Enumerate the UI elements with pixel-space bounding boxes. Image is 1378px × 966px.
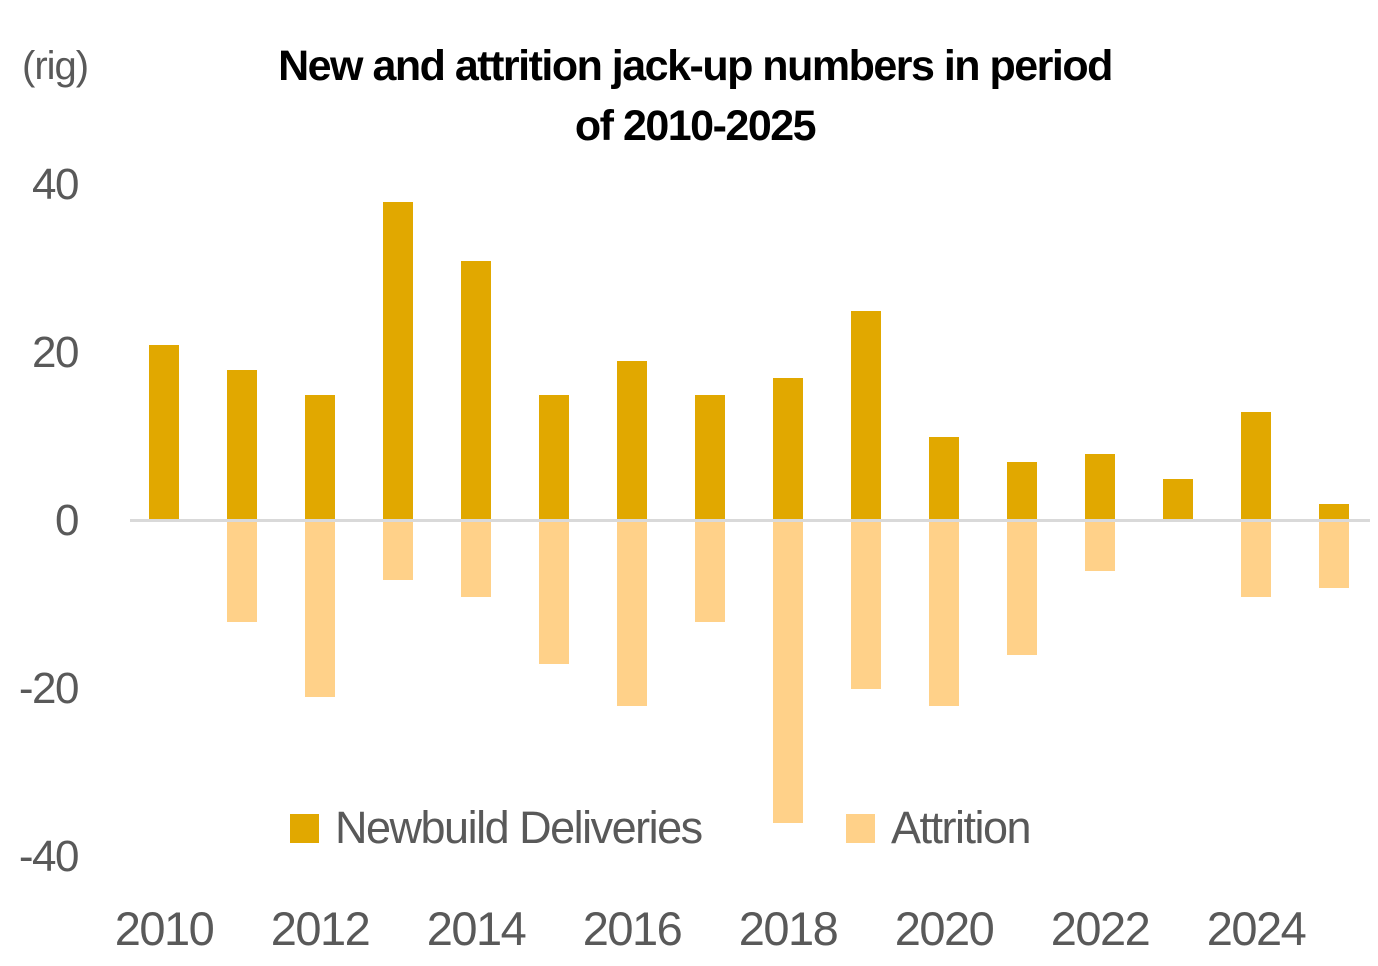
bar-attrition-2022 bbox=[1085, 521, 1115, 572]
bar-newbuild-2016 bbox=[617, 361, 647, 521]
bar-newbuild-2012 bbox=[305, 395, 335, 521]
bar-newbuild-2018 bbox=[773, 378, 803, 521]
bar-attrition-2019 bbox=[851, 521, 881, 689]
x-axis-tick-label-2016: 2016 bbox=[582, 902, 683, 955]
bar-attrition-2024 bbox=[1241, 521, 1271, 597]
bar-newbuild-2025 bbox=[1319, 504, 1349, 521]
bar-attrition-2013 bbox=[383, 521, 413, 580]
bar-newbuild-2013 bbox=[383, 201, 413, 521]
chart-title: New and attrition jack-up numbers in per… bbox=[140, 36, 1250, 156]
y-axis-tick-label--40: -40 bbox=[18, 832, 80, 881]
bar-attrition-2014 bbox=[461, 521, 491, 597]
x-axis-tick-label-2018: 2018 bbox=[738, 902, 839, 955]
x-axis-tick-label-2014: 2014 bbox=[426, 902, 527, 955]
bar-newbuild-2022 bbox=[1085, 453, 1115, 521]
bar-newbuild-2017 bbox=[695, 395, 725, 521]
bar-attrition-2021 bbox=[1007, 521, 1037, 656]
bar-attrition-2025 bbox=[1319, 521, 1349, 589]
bar-newbuild-2011 bbox=[227, 369, 257, 521]
x-axis-tick-label-2020: 2020 bbox=[894, 902, 995, 955]
chart-title-line1: New and attrition jack-up numbers in per… bbox=[278, 42, 1113, 90]
bar-newbuild-2010 bbox=[149, 344, 179, 521]
bar-newbuild-2019 bbox=[851, 311, 881, 521]
bar-attrition-2012 bbox=[305, 521, 335, 698]
zero-gridline bbox=[130, 519, 1370, 522]
x-axis-tick-label-2010: 2010 bbox=[114, 902, 215, 955]
bar-newbuild-2014 bbox=[461, 260, 491, 521]
y-axis: 40 20 0 -20 -40 bbox=[0, 0, 80, 966]
bar-newbuild-2024 bbox=[1241, 411, 1271, 521]
bar-newbuild-2020 bbox=[929, 437, 959, 521]
y-axis-tick-label-0: 0 bbox=[55, 496, 79, 545]
bar-attrition-2017 bbox=[695, 521, 725, 622]
chart-title-line2: of 2010-2025 bbox=[574, 102, 817, 150]
y-axis-tick-label-40: 40 bbox=[32, 160, 79, 209]
bar-newbuild-2021 bbox=[1007, 462, 1037, 521]
bar-attrition-2016 bbox=[617, 521, 647, 706]
x-axis-tick-label-2024: 2024 bbox=[1206, 902, 1307, 955]
bar-newbuild-2023 bbox=[1163, 479, 1193, 521]
y-axis-unit-label: (rig) bbox=[22, 44, 89, 88]
bar-attrition-2015 bbox=[539, 521, 569, 664]
y-axis-tick-label--20: -20 bbox=[18, 664, 80, 713]
bar-attrition-2018 bbox=[773, 521, 803, 824]
bar-attrition-2011 bbox=[227, 521, 257, 622]
bar-newbuild-2015 bbox=[539, 395, 569, 521]
x-axis-tick-label-2022: 2022 bbox=[1050, 902, 1151, 955]
x-axis-tick-label-2012: 2012 bbox=[270, 902, 371, 955]
y-axis-tick-label-20: 20 bbox=[32, 328, 79, 377]
bar-attrition-2020 bbox=[929, 521, 959, 706]
